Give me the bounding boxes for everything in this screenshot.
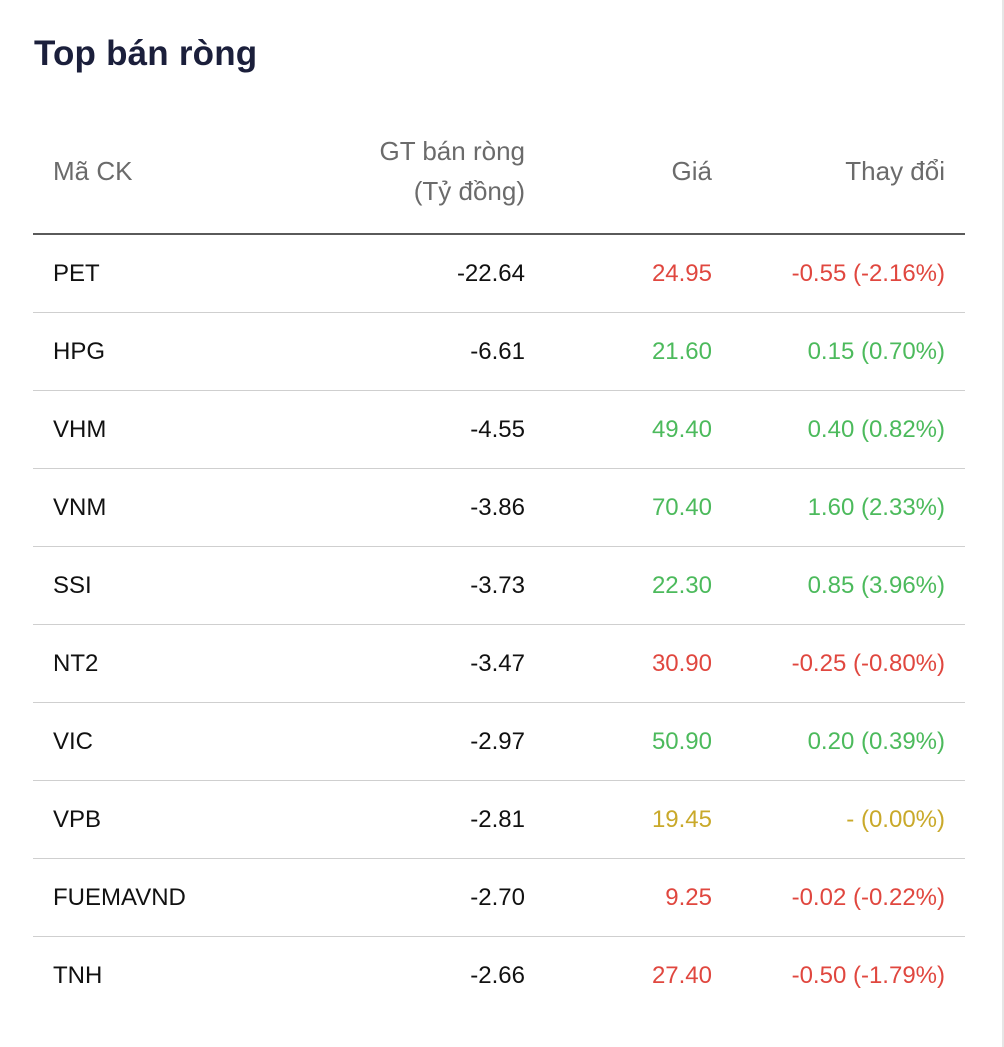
stock-code[interactable]: VNM xyxy=(53,494,107,521)
price-change: -0.55 (-2.16%) xyxy=(791,260,945,287)
net-sell-value: -2.66 xyxy=(470,962,525,989)
net-sell-value: -3.47 xyxy=(470,650,525,677)
stock-code[interactable]: TNH xyxy=(53,962,103,989)
header-net-sell-value: GT bán ròng (Tỷ đồng) xyxy=(265,131,525,211)
price-change: 0.15 (0.70%) xyxy=(807,338,945,365)
price: 24.95 xyxy=(651,260,712,287)
price-change: 0.85 (3.96%) xyxy=(807,572,945,599)
stock-code[interactable]: FUEMAVND xyxy=(53,884,186,911)
table-row[interactable]: FUEMAVND -2.70 9.25 -0.02 (-0.22%) xyxy=(33,859,965,937)
table-row[interactable]: TNH -2.66 27.40 -0.50 (-1.79%) xyxy=(33,937,965,1014)
stock-code[interactable]: SSI xyxy=(53,572,92,599)
panel-title: Top bán ròng xyxy=(34,34,258,73)
table-header: Mã CK GT bán ròng (Tỷ đồng) Giá Thay đổi xyxy=(33,115,965,235)
net-sell-value: -2.97 xyxy=(470,728,525,755)
price-change: -0.50 (-1.79%) xyxy=(791,962,945,989)
stock-code[interactable]: PET xyxy=(53,260,100,287)
header-code: Mã CK xyxy=(53,156,133,186)
table-row[interactable]: VIC -2.97 50.90 0.20 (0.39%) xyxy=(33,703,965,781)
price-change: - (0.00%) xyxy=(846,806,945,833)
price-change: -0.25 (-0.80%) xyxy=(791,650,945,677)
price: 70.40 xyxy=(651,494,712,521)
price: 22.30 xyxy=(651,572,712,599)
net-sell-value: -3.73 xyxy=(470,572,525,599)
price: 21.60 xyxy=(651,338,712,365)
header-net-sell-value-line1: GT bán ròng xyxy=(379,136,525,166)
table-body: PET -22.64 24.95 -0.55 (-2.16%) HPG -6.6… xyxy=(33,235,965,1014)
price: 9.25 xyxy=(665,884,712,911)
stock-code[interactable]: VPB xyxy=(53,806,102,833)
price: 50.90 xyxy=(651,728,712,755)
net-sell-value: -2.70 xyxy=(470,884,525,911)
table-row[interactable]: SSI -3.73 22.30 0.85 (3.96%) xyxy=(33,547,965,625)
price: 30.90 xyxy=(651,650,712,677)
net-sell-value: -4.55 xyxy=(470,416,525,443)
net-sell-value: -2.81 xyxy=(470,806,525,833)
table-row[interactable]: VPB -2.81 19.45 - (0.00%) xyxy=(33,781,965,859)
price-change: 1.60 (2.33%) xyxy=(807,494,945,521)
stock-code[interactable]: VHM xyxy=(53,416,107,443)
net-sell-table: Mã CK GT bán ròng (Tỷ đồng) Giá Thay đổi… xyxy=(33,115,965,1014)
price-change: 0.20 (0.39%) xyxy=(807,728,945,755)
price-change: 0.40 (0.82%) xyxy=(807,416,945,443)
net-sell-value: -6.61 xyxy=(470,338,525,365)
stock-code[interactable]: HPG xyxy=(53,338,106,365)
price-change: -0.02 (-0.22%) xyxy=(791,884,945,911)
price: 19.45 xyxy=(651,806,712,833)
table-row[interactable]: PET -22.64 24.95 -0.55 (-2.16%) xyxy=(33,235,965,313)
net-sell-value: -22.64 xyxy=(456,260,525,287)
table-row[interactable]: NT2 -3.47 30.90 -0.25 (-0.80%) xyxy=(33,625,965,703)
stock-code[interactable]: VIC xyxy=(53,728,94,755)
price: 27.40 xyxy=(651,962,712,989)
header-change: Thay đổi xyxy=(845,156,945,186)
table-row[interactable]: VHM -4.55 49.40 0.40 (0.82%) xyxy=(33,391,965,469)
table-row[interactable]: HPG -6.61 21.60 0.15 (0.70%) xyxy=(33,313,965,391)
header-net-sell-value-line2: (Tỷ đồng) xyxy=(413,176,525,206)
table-row[interactable]: VNM -3.86 70.40 1.60 (2.33%) xyxy=(33,469,965,547)
price: 49.40 xyxy=(651,416,712,443)
header-price: Giá xyxy=(671,156,712,186)
stock-code[interactable]: NT2 xyxy=(53,650,99,677)
net-sell-value: -3.86 xyxy=(470,494,525,521)
